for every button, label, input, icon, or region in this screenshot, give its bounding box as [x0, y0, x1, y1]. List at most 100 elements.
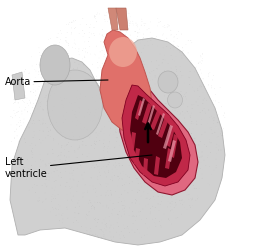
- Point: [108, 220, 112, 224]
- Point: [121, 117, 125, 121]
- Point: [15, 110, 19, 114]
- Point: [120, 183, 124, 187]
- Point: [180, 46, 185, 50]
- Point: [76, 127, 80, 131]
- Point: [166, 217, 170, 221]
- Point: [80, 140, 84, 143]
- Point: [221, 131, 225, 135]
- Point: [44, 46, 48, 50]
- Point: [123, 140, 127, 144]
- Point: [153, 120, 157, 124]
- Point: [63, 86, 67, 90]
- Point: [106, 84, 111, 88]
- Point: [169, 194, 173, 198]
- Point: [95, 105, 99, 109]
- Point: [96, 218, 100, 222]
- Point: [138, 231, 142, 235]
- Point: [50, 71, 54, 75]
- Point: [78, 204, 82, 208]
- Point: [93, 101, 97, 105]
- Point: [146, 176, 150, 180]
- Point: [70, 171, 74, 175]
- Point: [153, 75, 157, 79]
- Point: [144, 177, 148, 181]
- Point: [93, 25, 97, 29]
- Point: [109, 117, 113, 121]
- Point: [181, 49, 185, 53]
- Point: [200, 154, 204, 158]
- Point: [33, 133, 37, 137]
- Point: [114, 99, 118, 103]
- Point: [113, 20, 118, 24]
- Point: [23, 68, 27, 72]
- Point: [173, 204, 177, 208]
- Point: [130, 200, 134, 204]
- Point: [98, 122, 102, 126]
- Point: [47, 130, 51, 134]
- Point: [145, 196, 149, 200]
- Point: [103, 52, 107, 56]
- Point: [86, 72, 90, 76]
- Point: [31, 177, 35, 181]
- Point: [73, 19, 78, 23]
- Point: [41, 129, 45, 133]
- Point: [194, 122, 198, 126]
- Point: [164, 137, 168, 141]
- Point: [77, 110, 81, 114]
- Point: [72, 20, 76, 24]
- Point: [196, 186, 200, 190]
- Point: [61, 82, 65, 86]
- Point: [148, 104, 152, 108]
- Point: [137, 122, 141, 126]
- Point: [175, 74, 179, 78]
- Point: [146, 101, 150, 105]
- Point: [81, 177, 85, 181]
- Point: [122, 121, 126, 125]
- Point: [42, 80, 46, 84]
- Point: [41, 117, 45, 121]
- Point: [119, 127, 123, 131]
- Point: [179, 198, 183, 202]
- Point: [105, 203, 109, 207]
- Point: [193, 139, 197, 143]
- Point: [55, 68, 59, 72]
- Point: [190, 136, 194, 140]
- Point: [112, 54, 116, 58]
- Point: [148, 112, 152, 116]
- Point: [151, 158, 155, 162]
- Point: [135, 169, 139, 173]
- Point: [75, 190, 79, 194]
- Point: [63, 48, 67, 52]
- Point: [98, 182, 102, 186]
- Point: [69, 31, 73, 35]
- Point: [151, 42, 155, 46]
- Point: [53, 86, 57, 90]
- Point: [169, 96, 173, 100]
- Point: [187, 111, 191, 115]
- Point: [106, 189, 110, 193]
- Point: [155, 135, 159, 139]
- Point: [148, 210, 152, 214]
- Point: [95, 140, 99, 143]
- Point: [103, 186, 107, 190]
- Point: [30, 155, 34, 159]
- Point: [73, 86, 77, 89]
- Point: [37, 138, 41, 141]
- Point: [62, 138, 66, 142]
- Point: [103, 216, 108, 220]
- Point: [97, 156, 101, 160]
- Point: [145, 146, 149, 150]
- Point: [196, 89, 200, 93]
- Point: [190, 161, 195, 165]
- Point: [35, 174, 39, 178]
- Point: [167, 174, 171, 178]
- Point: [15, 127, 19, 131]
- Point: [30, 185, 35, 189]
- Point: [177, 150, 181, 154]
- Point: [212, 118, 216, 122]
- Point: [123, 215, 127, 219]
- Point: [31, 108, 36, 112]
- Point: [45, 63, 49, 67]
- Point: [77, 146, 81, 150]
- Point: [166, 217, 170, 221]
